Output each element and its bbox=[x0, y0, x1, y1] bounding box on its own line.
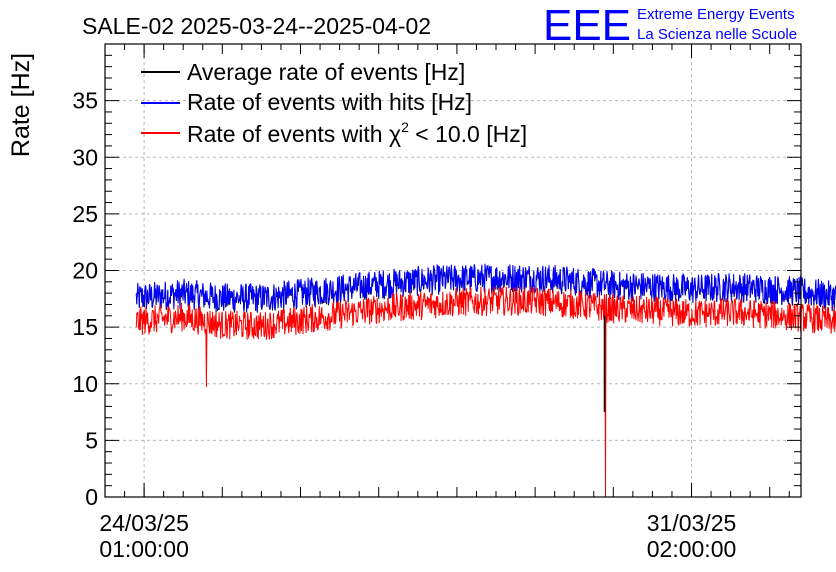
y-axis: 0 5 10 15 20 25 30 35 bbox=[72, 54, 801, 510]
x-tick-label-time: 01:00:00 bbox=[99, 536, 189, 562]
x-tick-label-date: 31/03/25 bbox=[647, 510, 737, 536]
eee-logo: EEE Extreme Energy Events La Scienza nel… bbox=[543, 1, 797, 50]
y-axis-label: Rate [Hz] bbox=[7, 53, 35, 157]
logo-line-2: La Scienza nelle Scuole bbox=[637, 26, 797, 43]
y-tick-label: 0 bbox=[85, 484, 98, 510]
series-chi2-line bbox=[135, 286, 836, 498]
legend-entry-average: Average rate of events [Hz] bbox=[141, 59, 465, 85]
y-tick-label: 5 bbox=[85, 427, 98, 453]
legend-label-average: Average rate of events [Hz] bbox=[187, 59, 465, 85]
legend-entry-chi2: Rate of events with χ2 < 10.0 [Hz] bbox=[141, 119, 527, 147]
logo-line-1: Extreme Energy Events bbox=[637, 6, 795, 23]
y-tick-label: 35 bbox=[72, 88, 98, 114]
y-tick-label: 15 bbox=[72, 314, 98, 340]
legend-label-hits: Rate of events with hits [Hz] bbox=[187, 89, 472, 115]
x-tick-label-date: 24/03/25 bbox=[99, 510, 189, 536]
y-tick-label: 25 bbox=[72, 201, 98, 227]
series-layer bbox=[135, 263, 836, 498]
chart-title: SALE-02 2025-03-24--2025-04-02 bbox=[82, 13, 431, 39]
legend: Average rate of events [Hz] Rate of even… bbox=[141, 59, 527, 147]
y-tick-label: 20 bbox=[72, 258, 98, 284]
logo-mark: EEE bbox=[543, 1, 631, 50]
y-tick-label: 10 bbox=[72, 371, 98, 397]
legend-label-chi2: Rate of events with χ2 < 10.0 [Hz] bbox=[187, 119, 527, 147]
y-tick-label: 30 bbox=[72, 144, 98, 170]
legend-entry-hits: Rate of events with hits [Hz] bbox=[141, 89, 472, 115]
x-tick-label-time: 02:00:00 bbox=[647, 536, 737, 562]
grid-lines bbox=[105, 44, 801, 497]
